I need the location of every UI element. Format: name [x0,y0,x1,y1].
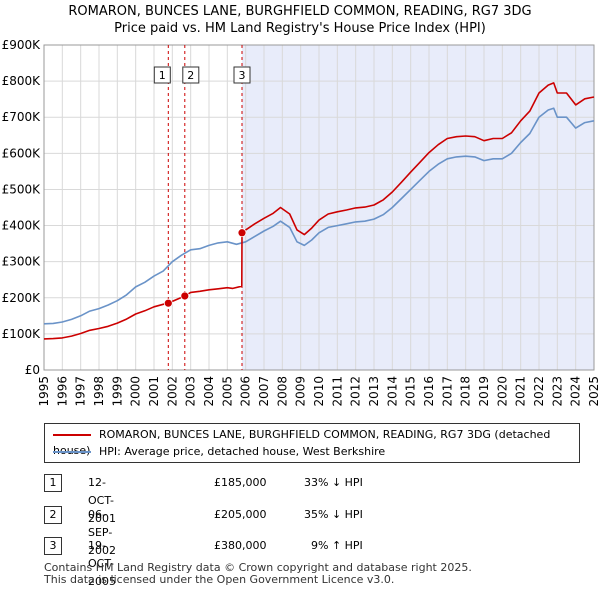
legend-item-property: ROMARON, BUNCES LANE, BURGHFIELD COMMON,… [53,427,579,457]
x-tick-label: 1999 [110,376,124,407]
legend-label-property: ROMARON, BUNCES LANE, BURGHFIELD COMMON,… [53,428,551,457]
y-tick-label: £200K [2,291,42,305]
sale-marker-box: 2 [44,506,62,524]
x-tick-label: 2022 [532,376,546,407]
x-tick-label: 2010 [312,376,326,407]
x-tick-label: 2021 [514,376,528,407]
x-tick-label: 2001 [147,376,161,407]
x-tick-label: 2005 [220,376,234,407]
x-tick-label: 2008 [275,376,289,407]
x-tick-label: 2024 [569,376,583,407]
sale-point [237,228,247,238]
sale-hpi-relation: 35% ↓ HPI [304,508,363,521]
sale-hpi-relation: 33% ↓ HPI [304,476,363,489]
x-tick-label: 2020 [495,376,509,407]
x-tick-label: 1995 [37,376,51,407]
sale-hpi-relation: 9% ↑ HPI [304,539,363,552]
x-tick-label: 1996 [55,376,69,407]
sale-marker-box: 3 [44,537,62,555]
x-tick-label: 2015 [404,376,418,407]
sale-number-label: 2 [187,69,194,82]
x-tick-label: 2006 [239,376,253,407]
sale-price: £205,000 [214,508,267,521]
sale-number-box [233,66,251,84]
y-tick-label: £800K [2,74,42,88]
post-sale-shade [242,45,594,370]
x-tick-label: 2011 [330,376,344,407]
chart-title-line2: Price paid vs. HM Land Registry's House … [114,21,486,36]
sale-number-label: 3 [239,69,246,82]
legend-swatch-property [53,434,91,436]
sale-number-label: 1 [159,69,166,82]
x-tick-label: 1997 [74,376,88,407]
legend-label-hpi: HPI: Average price, detached house, West… [99,445,386,458]
x-tick-label: 2016 [422,376,436,407]
y-tick-label: £0 [25,363,40,377]
legend-swatch-hpi [53,451,91,453]
x-tick-label: 2012 [349,376,363,407]
x-tick-label: 2014 [385,376,399,407]
plot-frame [43,44,595,371]
y-tick-label: £600K [2,146,42,160]
sale-date: 12-OCT-2001 [88,476,116,525]
footer-license: This data is licensed under the Open Gov… [44,573,395,586]
x-tick-label: 2004 [202,376,216,407]
chart-legend: ROMARON, BUNCES LANE, BURGHFIELD COMMON,… [44,423,580,463]
x-tick-label: 2013 [367,376,381,407]
sale-number-box [182,66,200,84]
x-tick-label: 1998 [92,376,106,407]
sale-price: £380,000 [214,539,267,552]
y-tick-label: £900K [2,38,42,52]
x-tick-label: 2009 [294,376,308,407]
x-tick-label: 2025 [587,376,600,407]
x-tick-label: 2003 [184,376,198,407]
y-tick-label: £700K [2,110,42,124]
sale-number-box [153,66,171,84]
x-tick-label: 2002 [165,376,179,407]
sale-point [163,298,173,308]
price-chart: £0 £100K £200K £300K £400K £500K £600K £700K £80… [2,38,600,407]
sale-date: 06-SEP-2002 [88,508,116,557]
y-tick-label: £100K [2,327,42,341]
y-tick-label: £500K [2,182,42,196]
x-tick-label: 2018 [459,376,473,407]
x-tick-label: 2017 [440,376,454,407]
sale-marker-box: 1 [44,474,62,492]
footer-copyright: Contains HM Land Registry data © Crown c… [44,561,472,574]
sale-price: £185,000 [214,476,267,489]
y-tick-label: £400K [2,219,42,233]
x-tick-label: 2019 [477,376,491,407]
x-tick-label: 2007 [257,376,271,407]
x-tick-label: 2000 [129,376,143,407]
legend-item-hpi: HPI: Average price, detached house, West… [53,444,385,460]
property-line [43,82,595,340]
x-tick-label: 2023 [550,376,564,407]
sale-date: 19-OCT-2005 [88,539,116,588]
chart-title-line1: ROMARON, BUNCES LANE, BURGHFIELD COMMON,… [68,4,532,19]
sale-point [180,291,190,301]
hpi-line [43,107,595,325]
y-tick-label: £300K [2,255,42,269]
